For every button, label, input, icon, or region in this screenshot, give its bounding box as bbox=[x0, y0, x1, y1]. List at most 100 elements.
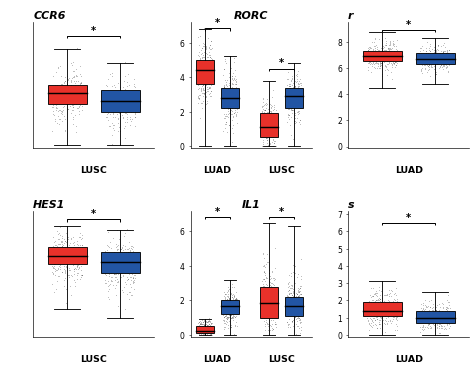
Point bbox=[129, 275, 137, 281]
Point bbox=[376, 292, 383, 298]
Point bbox=[50, 244, 57, 250]
Point bbox=[114, 279, 122, 285]
Bar bbox=[416, 54, 455, 64]
Point bbox=[436, 308, 443, 314]
Point bbox=[231, 314, 238, 320]
Point bbox=[266, 314, 273, 320]
Point bbox=[375, 287, 383, 293]
Point bbox=[222, 111, 230, 117]
Point bbox=[61, 78, 69, 84]
Point bbox=[286, 106, 293, 112]
Point bbox=[230, 294, 237, 300]
Point bbox=[129, 278, 137, 284]
Point bbox=[262, 125, 270, 131]
Point bbox=[266, 129, 274, 135]
Point bbox=[287, 122, 294, 128]
Point bbox=[263, 322, 271, 328]
Point bbox=[108, 107, 116, 113]
Point bbox=[120, 263, 128, 269]
Point bbox=[65, 246, 73, 252]
Point bbox=[120, 284, 128, 290]
Point bbox=[126, 104, 134, 110]
Point bbox=[291, 92, 298, 98]
Point bbox=[261, 305, 269, 311]
Point bbox=[231, 304, 238, 310]
Point bbox=[113, 254, 120, 260]
Point bbox=[391, 291, 398, 297]
Point bbox=[261, 122, 268, 128]
Point bbox=[260, 303, 267, 309]
Point bbox=[220, 301, 228, 307]
Point bbox=[72, 247, 80, 253]
Point bbox=[384, 297, 392, 303]
Point bbox=[264, 117, 272, 123]
Point bbox=[367, 316, 375, 322]
Point bbox=[201, 322, 208, 328]
Point bbox=[294, 103, 302, 109]
Point bbox=[220, 310, 228, 316]
Point bbox=[258, 143, 266, 149]
Point bbox=[228, 81, 236, 87]
Point bbox=[271, 128, 278, 134]
Point bbox=[377, 315, 384, 321]
Point bbox=[420, 318, 428, 324]
Point bbox=[443, 316, 451, 322]
Point bbox=[292, 120, 299, 126]
Point bbox=[57, 82, 65, 88]
Point bbox=[262, 274, 270, 280]
Point bbox=[426, 64, 433, 70]
Point bbox=[376, 55, 384, 61]
Point bbox=[445, 300, 453, 306]
Point bbox=[289, 80, 296, 86]
Point bbox=[260, 318, 268, 324]
Point bbox=[128, 105, 136, 111]
Point bbox=[225, 295, 232, 301]
Point bbox=[58, 111, 66, 117]
Point bbox=[371, 317, 378, 323]
Point bbox=[107, 266, 114, 272]
Point bbox=[61, 128, 68, 134]
Point bbox=[268, 302, 275, 308]
Point bbox=[393, 50, 401, 56]
Point bbox=[57, 63, 64, 69]
Point bbox=[418, 314, 426, 320]
Point bbox=[443, 297, 451, 303]
Point bbox=[56, 262, 64, 268]
Point bbox=[289, 295, 297, 301]
Point bbox=[224, 304, 232, 310]
Point bbox=[204, 88, 211, 94]
Point bbox=[205, 68, 212, 74]
Point bbox=[379, 48, 386, 54]
Point bbox=[208, 323, 215, 329]
Point bbox=[198, 106, 205, 112]
Point bbox=[123, 116, 130, 122]
Point bbox=[431, 53, 438, 59]
Point bbox=[229, 91, 237, 96]
Point bbox=[73, 253, 80, 259]
Point bbox=[223, 304, 231, 310]
Point bbox=[437, 314, 445, 320]
Point bbox=[432, 323, 439, 329]
Point bbox=[71, 246, 78, 252]
Point bbox=[230, 88, 238, 94]
Point bbox=[263, 140, 271, 146]
Point bbox=[259, 304, 267, 310]
Point bbox=[57, 87, 64, 93]
Point bbox=[435, 323, 443, 329]
Point bbox=[263, 284, 271, 290]
Point bbox=[428, 310, 435, 316]
Point bbox=[76, 81, 83, 87]
Point bbox=[388, 310, 395, 316]
Point bbox=[71, 261, 78, 267]
Point bbox=[123, 111, 130, 117]
Point bbox=[196, 321, 203, 327]
Point bbox=[368, 312, 376, 318]
Point bbox=[423, 40, 431, 46]
Point bbox=[370, 292, 378, 298]
Point bbox=[290, 137, 297, 142]
Point bbox=[391, 48, 398, 54]
Point bbox=[295, 97, 302, 103]
Point bbox=[259, 100, 266, 106]
Point bbox=[126, 289, 133, 295]
Point bbox=[63, 263, 70, 269]
